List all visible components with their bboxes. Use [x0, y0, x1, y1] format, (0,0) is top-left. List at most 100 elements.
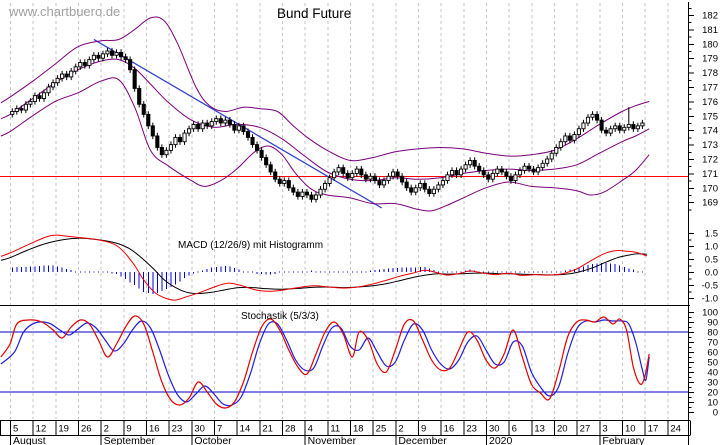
week-label: 6 [512, 424, 517, 435]
candle-body [51, 82, 56, 88]
candle-body [91, 54, 96, 61]
candle-body [350, 172, 355, 179]
candle-body [327, 177, 332, 184]
candle-body [549, 152, 554, 160]
date-axis: 5 12 19 26 2 9 16 23 30 7 14 21 28 4 11 18 25 2 9 16 23 30 6 13… [0, 420, 691, 445]
week-label: 2 [104, 424, 109, 435]
svg-text:175: 175 [702, 111, 718, 122]
candle-body [41, 92, 47, 99]
candle-body [372, 175, 377, 182]
candle-body [82, 62, 87, 66]
candle-body [622, 126, 627, 131]
candle-body [28, 100, 33, 105]
candle-body [114, 51, 119, 56]
candle-body [55, 77, 60, 84]
candle-body [141, 103, 146, 115]
stochastic-panel [0, 315, 688, 409]
candle-body [177, 136, 183, 143]
week-label: 25 [376, 424, 387, 435]
candle-body [554, 147, 559, 154]
candle-body [155, 135, 160, 148]
candle-body [400, 175, 405, 183]
stochastic-reference-lines [0, 331, 688, 393]
svg-text:0.5: 0.5 [705, 255, 718, 266]
week-label: 21 [262, 424, 273, 435]
trendline [93, 38, 383, 209]
candle-body [309, 194, 314, 200]
candle-body [613, 125, 618, 130]
week-label: 4 [308, 424, 313, 435]
candle-body [264, 157, 269, 166]
candle-body [23, 103, 28, 111]
week-label: 9 [126, 424, 131, 435]
candle-body [567, 135, 572, 141]
stochastic-indicator-label: Stochastik (5/3/3) [241, 311, 319, 322]
candle-body [440, 180, 445, 186]
candle-body [563, 135, 568, 143]
week-label: 17 [648, 424, 659, 435]
candle-body [413, 187, 418, 193]
week-label: 30 [489, 424, 500, 435]
svg-text:100: 100 [702, 308, 718, 319]
candle-body [495, 168, 500, 174]
candle-body [363, 174, 368, 180]
candle-body [300, 191, 305, 197]
week-label: 14 [240, 424, 251, 435]
candle-body [268, 164, 273, 173]
candle-body [286, 180, 291, 189]
candle-body [250, 136, 255, 146]
candle-body [291, 187, 296, 193]
candle-body [245, 131, 251, 138]
svg-text:177: 177 [702, 83, 718, 94]
candle-body [241, 125, 246, 133]
week-label: 5 [13, 424, 18, 435]
week-label: 26 [81, 424, 92, 435]
candle-body [323, 183, 328, 190]
candle-body [100, 53, 105, 59]
candle-body [431, 188, 436, 195]
bollinger-middle-band [0, 58, 650, 182]
candle-body [255, 144, 260, 151]
svg-text:1.5: 1.5 [705, 229, 718, 240]
svg-text:40: 40 [707, 368, 718, 379]
candle-body [173, 136, 178, 146]
week-label: 13 [534, 424, 545, 435]
svg-text:20: 20 [707, 388, 718, 399]
month-label: September [104, 435, 156, 445]
bollinger-upper-band [0, 16, 650, 162]
macd-panel [0, 234, 648, 301]
candle-body [517, 170, 523, 176]
candle-body [277, 178, 282, 184]
candle-body [214, 118, 219, 123]
candle-body [604, 129, 609, 134]
candle-body [87, 59, 92, 66]
candle-body [69, 70, 74, 78]
candle-body [345, 172, 350, 179]
candle-body [536, 167, 541, 173]
candle-body [377, 180, 382, 186]
candle-body [608, 128, 613, 134]
candle-body [540, 162, 545, 169]
candle-body [499, 168, 504, 173]
candle-body [218, 118, 223, 124]
svg-text:-1.0: -1.0 [702, 294, 718, 305]
price-panel [0, 16, 688, 212]
candle-body [409, 187, 414, 193]
candle-body [427, 188, 432, 195]
candle-body [37, 95, 42, 99]
candle-body [46, 86, 51, 94]
candle-body [381, 180, 387, 186]
week-label: 19 [58, 424, 69, 435]
candle-body [332, 171, 337, 179]
candle-body [422, 183, 427, 190]
month-label: November [308, 435, 357, 445]
svg-text:170: 170 [702, 183, 718, 194]
candle-body [32, 95, 37, 102]
svg-text:169: 169 [702, 198, 718, 209]
candle-body [259, 149, 264, 159]
svg-text:60: 60 [707, 348, 718, 359]
candle-body [14, 108, 19, 112]
svg-text:171: 171 [702, 169, 718, 180]
candle-body [576, 128, 581, 135]
candle-body [531, 168, 536, 173]
